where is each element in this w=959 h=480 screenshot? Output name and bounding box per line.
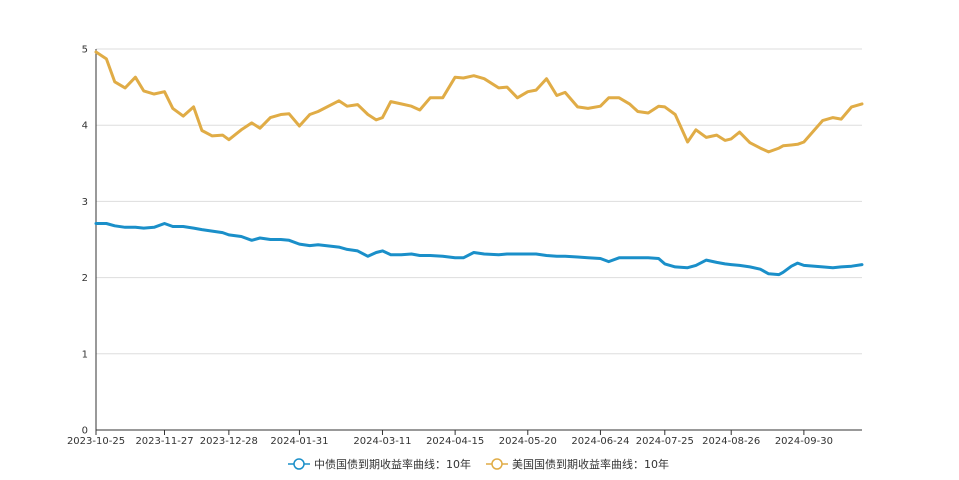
x-tick-label: 2024-03-11 [353, 436, 411, 447]
legend-label: 中债国债到期收益率曲线：10年 [314, 457, 471, 471]
legend-swatch-marker [293, 458, 305, 470]
x-tick-label: 2023-11-27 [135, 436, 193, 447]
y-tick-label: 4 [82, 121, 88, 132]
series-line-0 [94, 222, 864, 277]
legend-item-0[interactable]: 中债国债到期收益率曲线：10年 [288, 457, 471, 471]
legend-item-1[interactable]: 美国国债到期收益率曲线：10年 [486, 457, 669, 471]
x-tick-label: 2024-07-25 [636, 436, 694, 447]
x-tick-label: 2023-12-28 [200, 436, 258, 447]
x-tick-label: 2024-01-31 [270, 436, 328, 447]
legend[interactable]: 中债国债到期收益率曲线：10年 美国国债到期收益率曲线：10年 [288, 457, 669, 471]
x-tick-label: 2024-04-15 [426, 436, 484, 447]
y-tick-label: 5 [82, 45, 88, 56]
x-tick-label: 2024-08-26 [702, 436, 760, 447]
y-tick-label: 0 [82, 426, 88, 437]
axes: 0 1 2 3 4 5 2023-10-25 2023-11-27 2023-12-28 2024… [67, 45, 862, 447]
series-lines [94, 50, 864, 277]
series-line-1 [94, 50, 864, 154]
y-tick-label: 2 [82, 273, 88, 284]
x-tick-label: 2024-06-24 [571, 436, 629, 447]
legend-label: 美国国债到期收益率曲线：10年 [512, 457, 669, 471]
x-tick-label: 2024-05-20 [499, 436, 557, 447]
grid-lines [96, 48, 862, 355]
legend-swatch-marker [491, 458, 503, 470]
x-tick-label: 2024-09-30 [775, 436, 833, 447]
y-tick-label: 1 [82, 349, 88, 360]
y-tick-label: 3 [82, 197, 88, 208]
x-tick-label: 2023-10-25 [67, 436, 125, 447]
